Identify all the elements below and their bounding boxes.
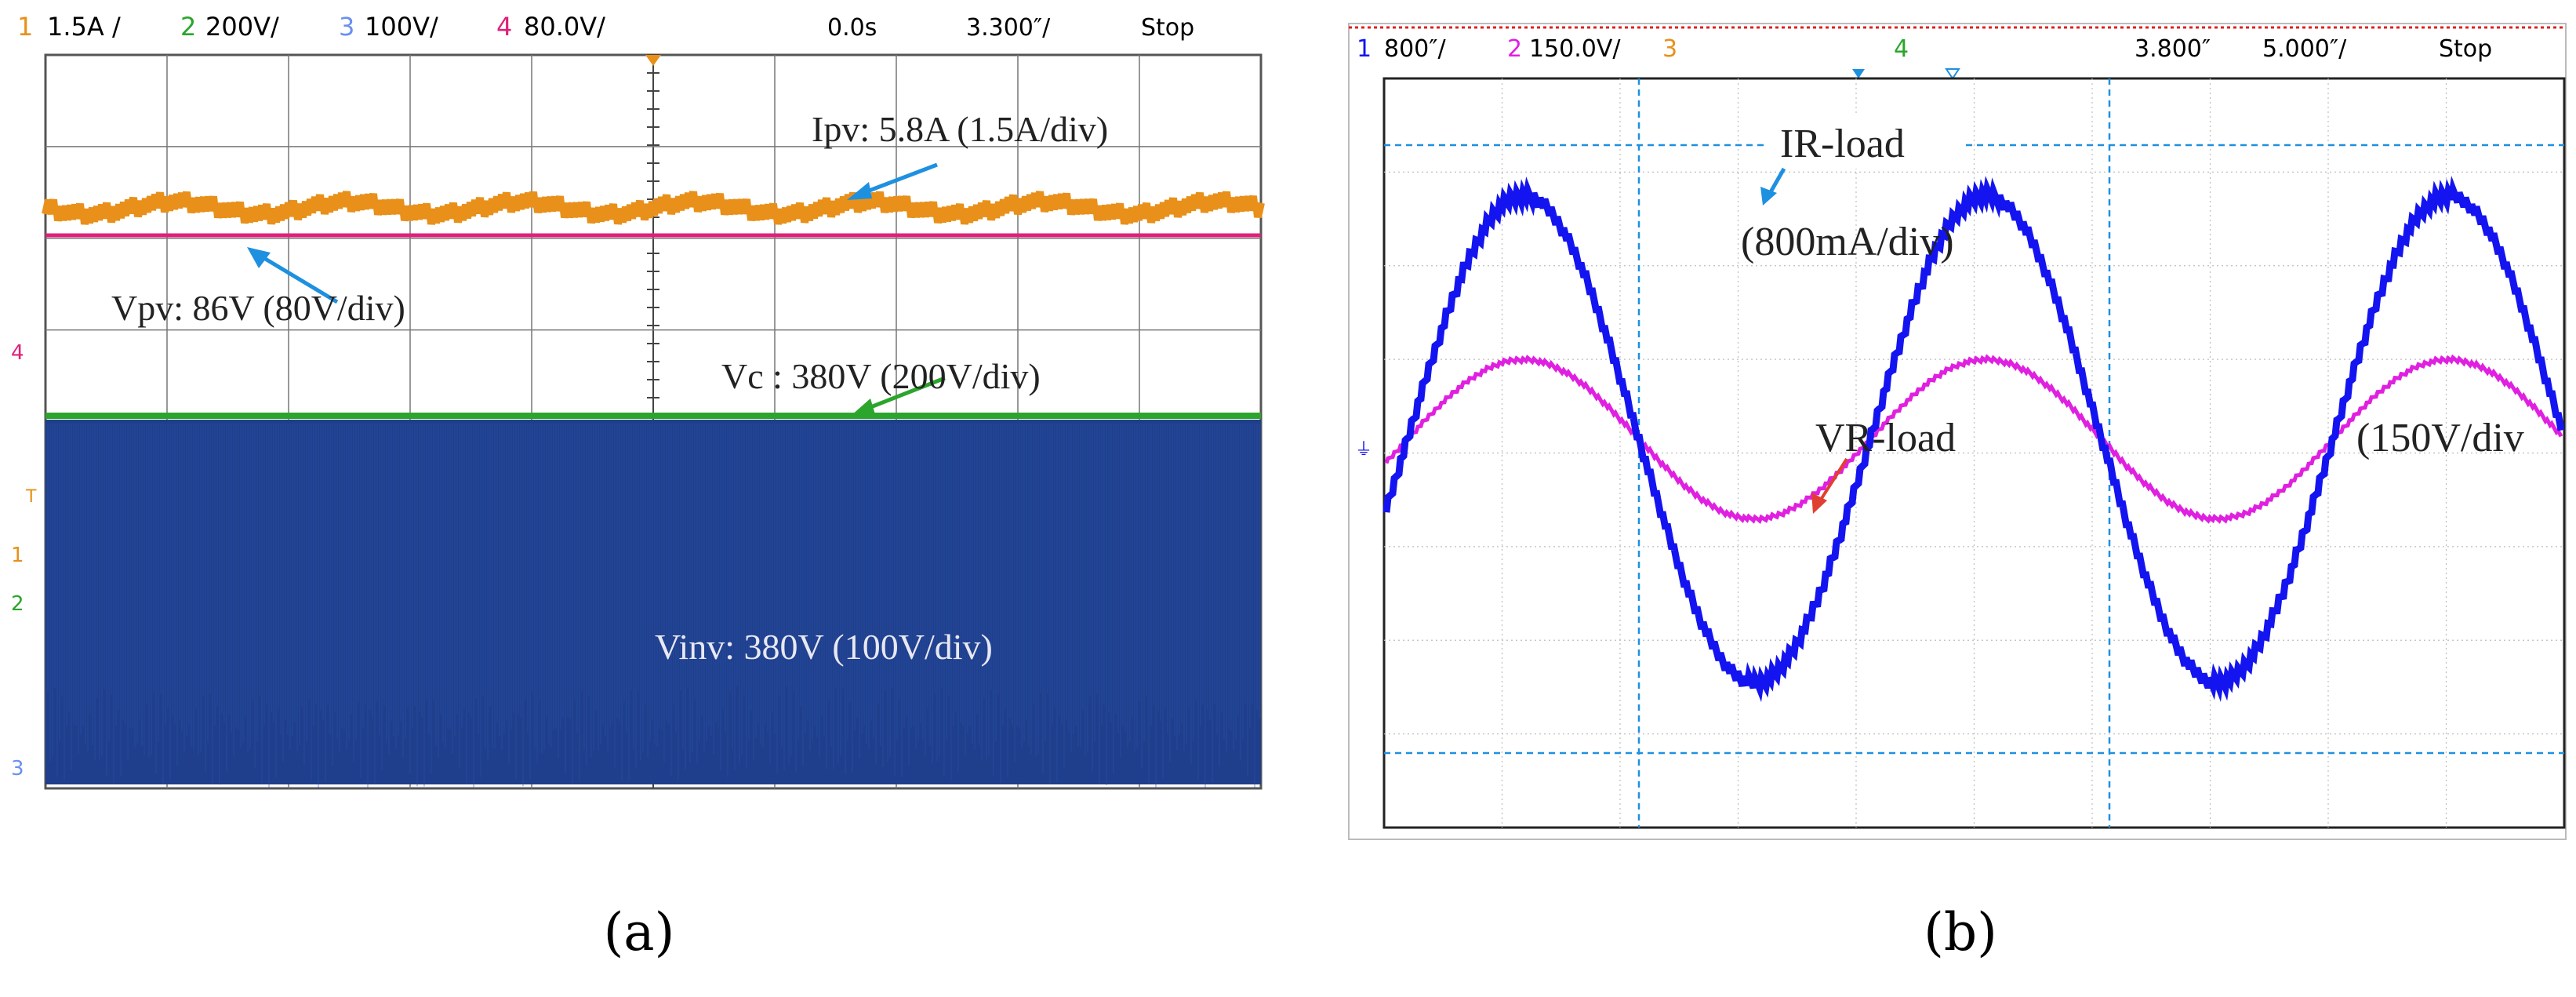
ch3-scale: 100V/ [365, 12, 438, 42]
ir-label-bg [1768, 114, 1964, 169]
b-timebase: 5.000″/ [2262, 35, 2347, 63]
vpv-arrowhead [247, 247, 271, 268]
ch2-num: 2 [180, 12, 196, 42]
ir-arrowhead [1760, 187, 1777, 206]
marker-4: 4 [11, 341, 24, 365]
ipv-trace [42, 191, 1265, 225]
waveforms-a [42, 191, 1265, 788]
b-ch4-num: 4 [1894, 35, 1909, 63]
vc-arrow [858, 376, 946, 414]
ch2-scale: 200V/ [205, 12, 279, 42]
annotations-b: IR-load (800mA/div) VR-load (150V/div [1741, 114, 2524, 514]
b-ch1-scale: 800″/ [1384, 35, 1446, 63]
channel-markers-a: 4 T 1 2 3 [11, 341, 37, 780]
vr-scale-label: (150V/div [2356, 416, 2524, 460]
marker-1: 1 [11, 544, 24, 567]
grid-b [1384, 78, 2564, 828]
caption-b: (b) [1924, 902, 1997, 962]
marker-3: 3 [11, 757, 24, 780]
trigger-top-marker [645, 55, 661, 66]
ipv-label: Ipv: 5.8A (1.5A/div) [812, 109, 1108, 149]
trigger-pos-marker-b [1852, 69, 1865, 78]
scope-a-header: 1 1.5A / 2 200V/ 3 100V/ 4 80.0V/ 0.0s 3… [17, 12, 1194, 42]
vpv-arrow [253, 250, 339, 304]
vpv-label: Vpv: 86V (80V/div) [111, 288, 405, 328]
scope-b-svg: 1 800″/ 2 150.0V/ 3 4 3.800″ 5.000″/ Sto… [1348, 23, 2567, 840]
time-position: 0.0s [827, 14, 877, 42]
ch1-num: 1 [17, 12, 33, 42]
scope-a-svg: 1 1.5A / 2 200V/ 3 100V/ 4 80.0V/ 0.0s 3… [11, 12, 1265, 790]
ir-scale-label: (800mA/div) [1741, 220, 1954, 264]
b-ch2-scale: 150.0V/ [1529, 35, 1621, 63]
vr-arrowhead [1811, 493, 1827, 514]
ch4-scale: 80.0V/ [524, 12, 605, 42]
vr-load-label: VR-load [1815, 416, 1956, 460]
waveforms-b [1382, 176, 2565, 703]
ipv-arrowhead [847, 182, 872, 200]
b-time-position: 3.800″ [2135, 35, 2211, 63]
vc-arrowhead [851, 398, 875, 416]
ir-load-label: IR-load [1780, 122, 1905, 166]
caption-a: (a) [603, 902, 675, 962]
b-ch1-num: 1 [1357, 35, 1372, 63]
timebase: 3.300″/ [966, 14, 1051, 42]
acq-status: Stop [1141, 14, 1194, 42]
ir-load-trace [1382, 176, 2565, 703]
annotations-a: Ipv: 5.8A (1.5A/div) Vpv: 86V (80V/div) … [111, 109, 1108, 667]
b-ch3-num: 3 [1662, 35, 1677, 63]
ch4-num: 4 [496, 12, 512, 42]
trigger-marker: T [25, 487, 37, 507]
b-level-marker: ⏚ [1355, 440, 1372, 460]
vr-load-trace [1384, 354, 2563, 524]
cursor-marker-b [1945, 68, 1960, 80]
panel-b: 1 800″/ 2 150.0V/ 3 4 3.800″ 5.000″/ Sto… [1341, 0, 2576, 879]
b-acq-status: Stop [2439, 35, 2492, 63]
scope-b-header: 1 800″/ 2 150.0V/ 3 4 3.800″ 5.000″/ Sto… [1357, 35, 2492, 63]
marker-2: 2 [11, 592, 24, 616]
ch3-num: 3 [339, 12, 354, 42]
vr-arrow [1818, 457, 1848, 504]
ch1-scale: 1.5A / [47, 12, 121, 42]
b-ch2-num: 2 [1507, 35, 1522, 63]
vinv-texture [45, 424, 1260, 788]
vinv-label: Vinv: 380V (100V/div) [655, 627, 993, 667]
panel-a: 1 1.5A / 2 200V/ 3 100V/ 4 80.0V/ 0.0s 3… [0, 0, 1286, 879]
vc-label: Vc : 380V (200V/div) [721, 356, 1041, 396]
